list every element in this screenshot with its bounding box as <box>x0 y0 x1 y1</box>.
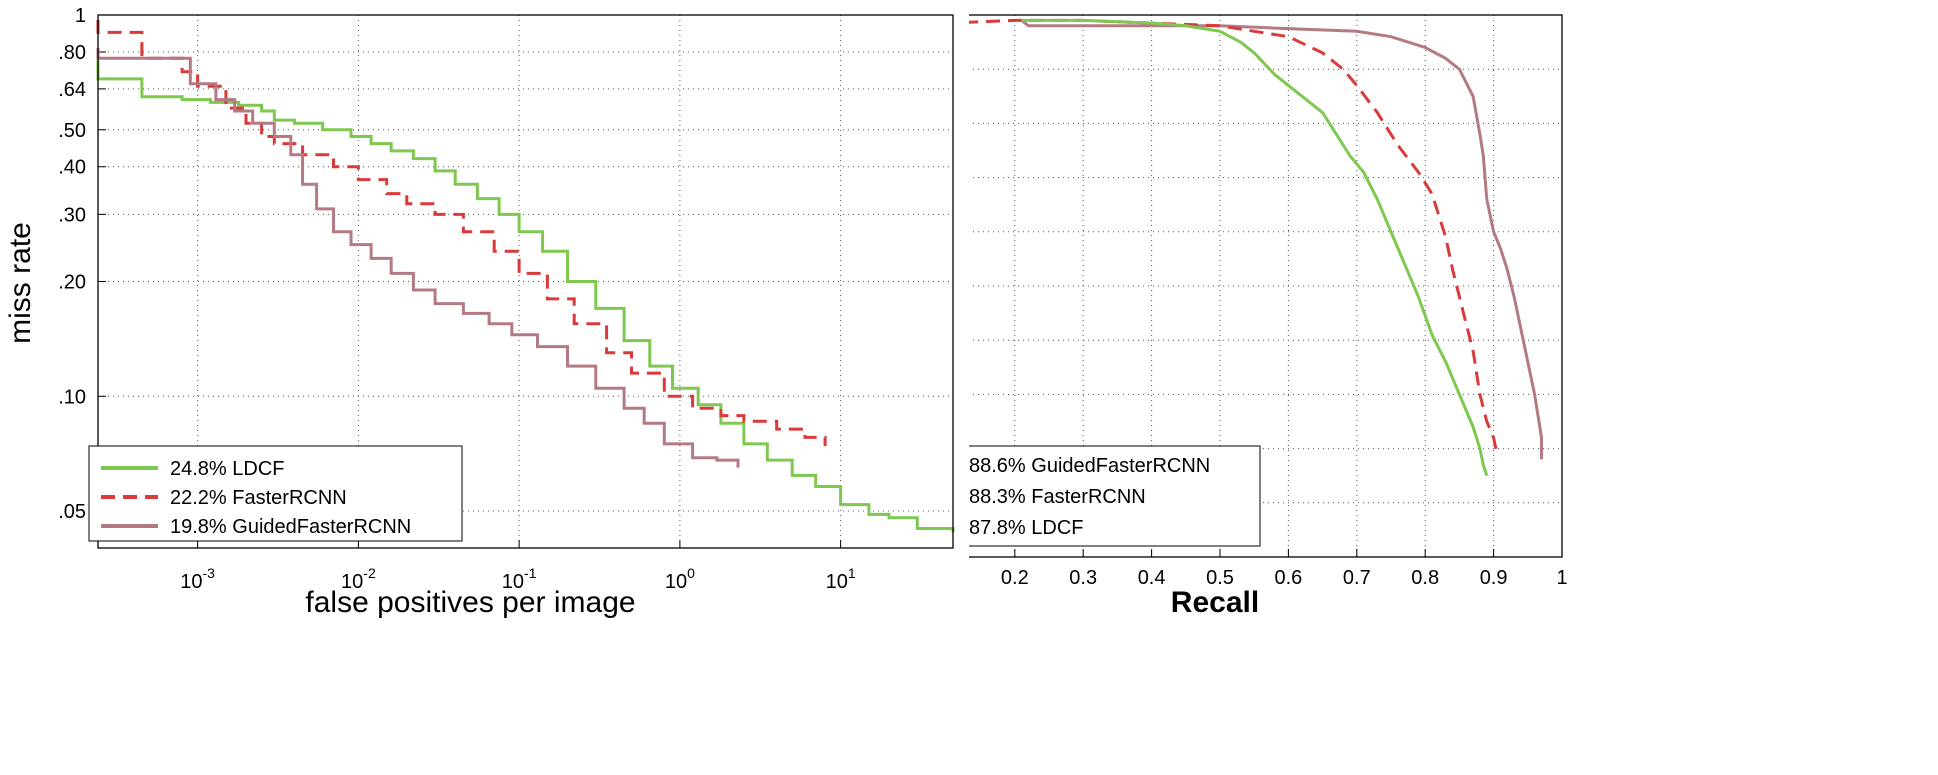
legend-label: 19.8% GuidedFasterRCNN <box>170 516 411 538</box>
x-tick-label: 0.8 <box>1411 567 1439 589</box>
y-tick-label: .20 <box>58 272 86 294</box>
x-tick-label-exp: -1 <box>524 565 537 581</box>
legend-label: 24.8% LDCF <box>170 458 285 480</box>
legend-label: 88.6% GuidedFasterRCNN <box>969 455 1210 477</box>
series-line <box>969 18 1499 455</box>
y-tick-label: .40 <box>58 157 86 179</box>
x-tick-label-base: 10 <box>665 571 687 593</box>
y-tick-label: .50 <box>58 120 86 142</box>
series-line <box>1020 19 1543 460</box>
series-line <box>96 60 955 533</box>
x-tick-label: 101 <box>826 565 856 593</box>
x-tick-label: 0.4 <box>1138 567 1166 589</box>
legend-label: 88.3% FasterRCNN <box>969 486 1146 508</box>
plot-frame <box>969 14 1563 558</box>
x-tick-label: 0.3 <box>1069 567 1097 589</box>
plot-frame <box>97 14 954 549</box>
precision-recall-chart: 00.10.20.30.40.50.60.70.80.910.10.20.30.… <box>969 14 1568 619</box>
legend-right: 88.6% GuidedFasterRCNN 88.3% FasterRCNN 87… <box>969 445 1261 547</box>
y-tick-label: .30 <box>58 204 86 226</box>
x-tick-label: 100 <box>665 565 695 593</box>
legend-box <box>969 445 1261 547</box>
x-tick-label-base: 10 <box>180 571 202 593</box>
x-tick-label-base: 10 <box>502 571 524 593</box>
y-tick-label: .05 <box>58 501 86 523</box>
legend-left: 24.8% LDCF 22.2% FasterRCNN 19.8% GuidedFa… <box>88 445 463 542</box>
x-tick-label: 10-2 <box>341 565 376 593</box>
x-tick-label: 0.2 <box>1001 567 1029 589</box>
x-tick-label: 0.6 <box>1274 567 1302 589</box>
legend-label: 87.8% LDCF <box>969 517 1084 539</box>
x-tick-label: 0.9 <box>1480 567 1508 589</box>
x-tick-label-base: 10 <box>826 571 848 593</box>
miss-rate-chart: 10-3 10-2 10-1 100 101.05.10.20.30.40.50.64.… <box>4 5 955 619</box>
y-axis-label: miss rate <box>4 222 37 344</box>
x-tick-label: 0.7 <box>1343 567 1371 589</box>
x-tick-label-exp: 0 <box>687 565 695 581</box>
x-tick-label-base: 10 <box>341 571 363 593</box>
legend-label: 22.2% FasterRCNN <box>170 487 347 509</box>
x-axis-label: false positives per image <box>305 586 635 619</box>
y-tick-label: .64 <box>58 79 86 101</box>
series-line <box>1021 18 1489 477</box>
plot-area-right: 00.10.20.30.40.50.60.70.80.910.10.20.30.… <box>969 14 1568 589</box>
x-tick-label-exp: 1 <box>848 565 856 581</box>
y-tick-label: .10 <box>58 386 86 408</box>
x-tick-label: 10-3 <box>180 565 215 593</box>
plot-area-left: 10-3 10-2 10-1 100 101.05.10.20.30.40.50.64.… <box>58 5 955 593</box>
x-tick-label: 10-1 <box>502 565 537 593</box>
x-tick-label: 1 <box>1556 567 1567 589</box>
x-tick-label-exp: -2 <box>363 565 376 581</box>
x-axis-label: Recall <box>1171 586 1259 619</box>
y-tick-label: 1 <box>75 5 86 27</box>
y-tick-label: .80 <box>58 42 86 64</box>
series-line <box>96 47 740 468</box>
x-tick-label: 0.5 <box>1206 567 1234 589</box>
x-tick-label-exp: -3 <box>203 565 216 581</box>
